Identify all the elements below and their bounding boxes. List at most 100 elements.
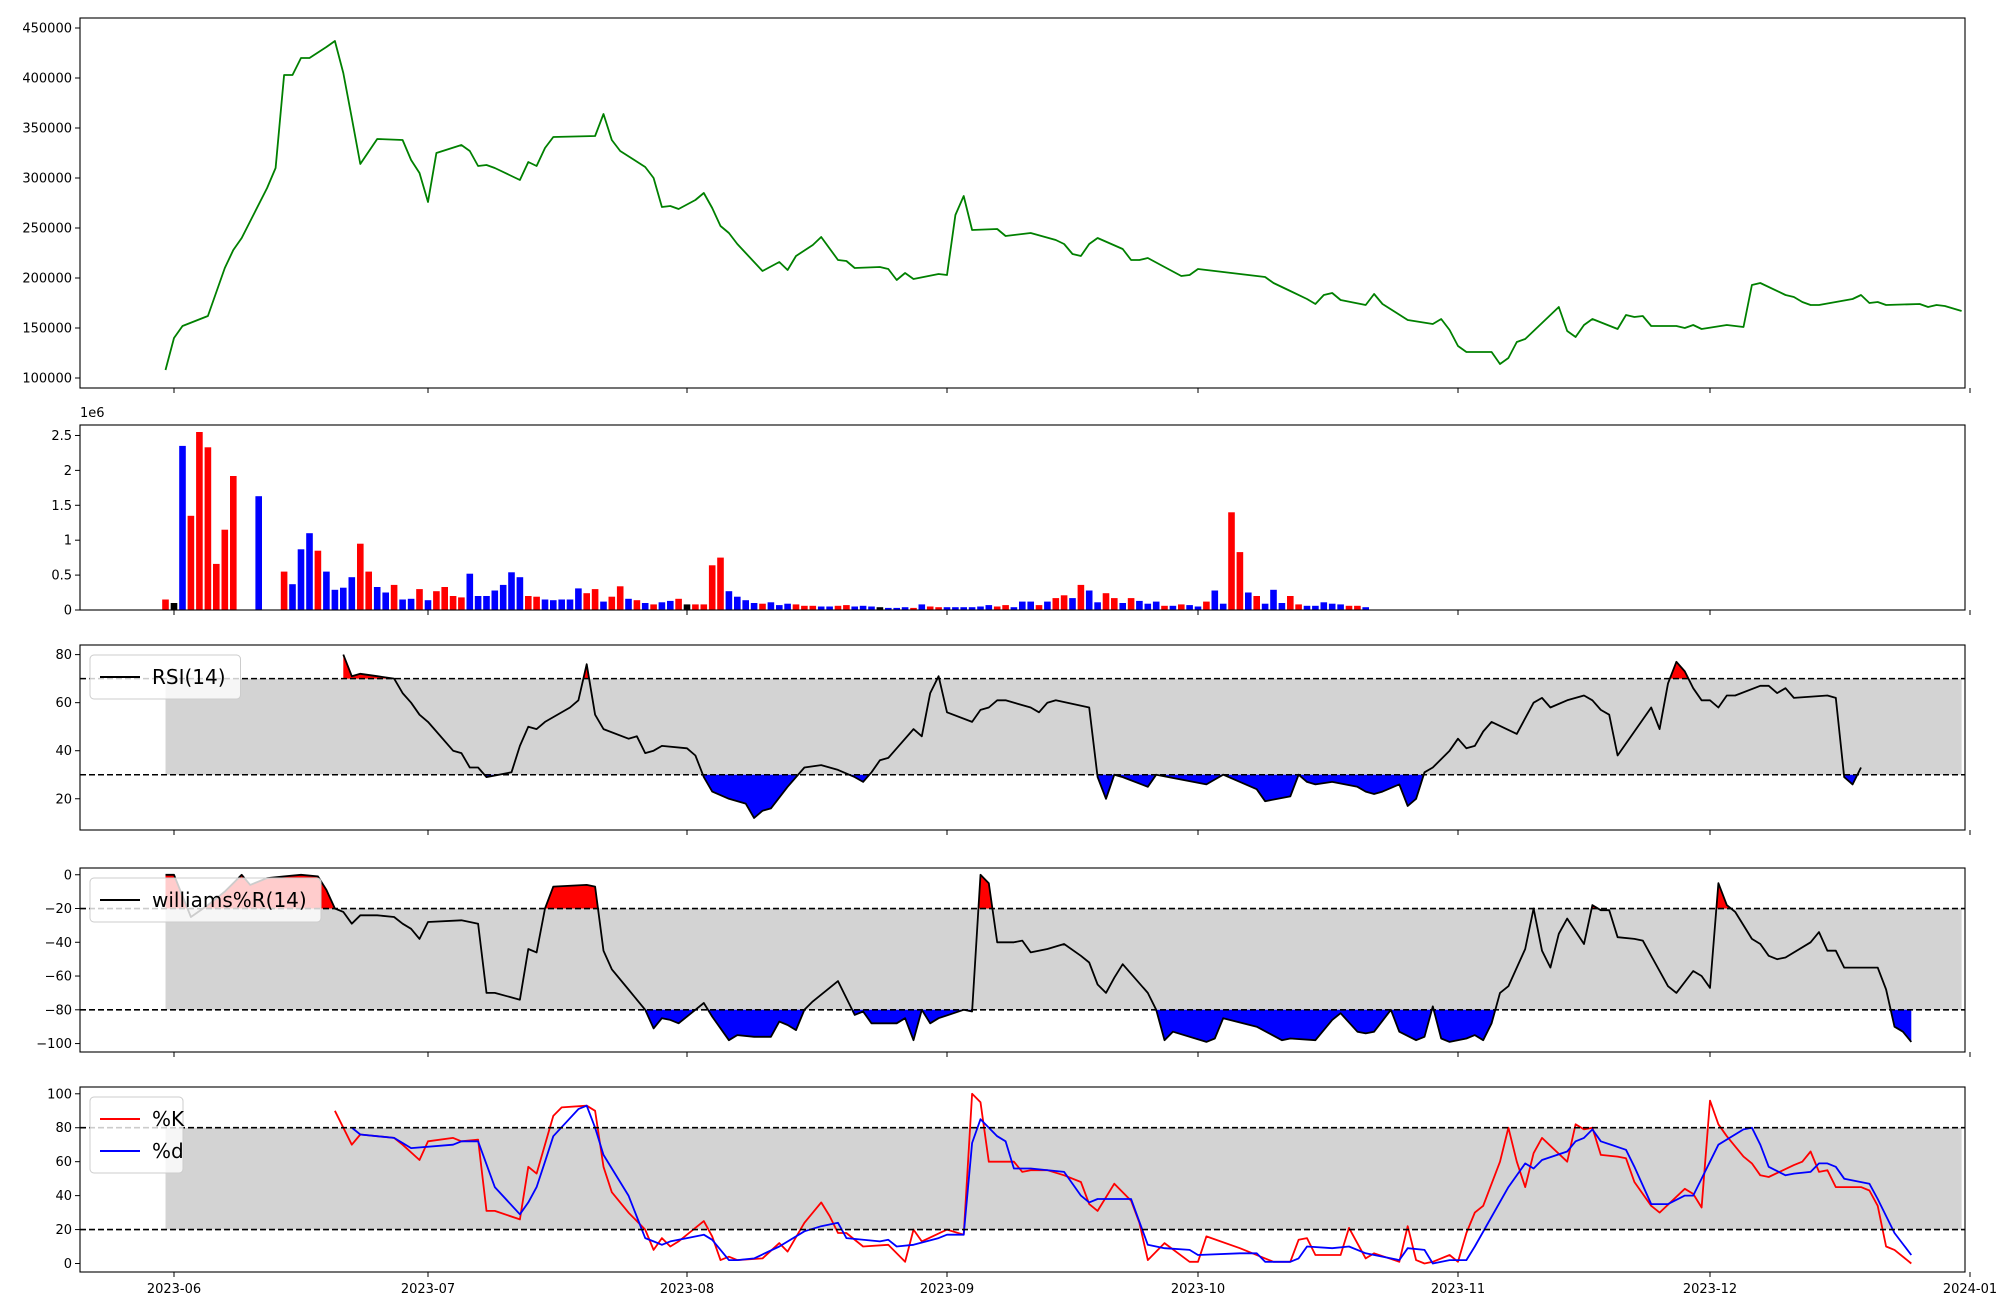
volume-bar: [289, 584, 296, 610]
volume-bar: [162, 599, 169, 610]
legend-label: RSI(14): [152, 665, 226, 689]
y-tick-label: 60: [55, 696, 72, 711]
volume-bar: [433, 591, 440, 610]
y-tick-label: 250000: [22, 222, 72, 237]
volume-bar: [1002, 605, 1009, 610]
oversold-fill: [1890, 1009, 1912, 1042]
volume-bar: [1119, 603, 1126, 610]
x-tick-label: 2023-11: [1431, 1282, 1485, 1297]
volume-bar: [306, 533, 313, 610]
volume-bar: [583, 593, 590, 610]
y-tick-label: 20: [55, 1223, 72, 1238]
volume-bar: [407, 598, 415, 610]
volume-bar: [179, 445, 186, 610]
band-shading: [165, 1127, 1962, 1230]
volume-bar: [776, 605, 783, 610]
legend-label: %K: [152, 1107, 185, 1131]
volume-bar: [558, 599, 565, 610]
volume-bar: [1219, 603, 1227, 610]
y-tick-label: 100: [47, 1087, 72, 1102]
volume-bar: [491, 590, 499, 610]
y-tick-label: 20: [55, 792, 72, 807]
volume-bar: [1077, 584, 1085, 610]
x-tick-label: 2023-08: [660, 1282, 714, 1297]
volume-bar: [1161, 605, 1168, 610]
volume-bar: [1111, 598, 1118, 610]
axes-frame: [79, 867, 1966, 1053]
volume-bar: [750, 603, 758, 610]
volume-bar: [675, 598, 682, 610]
series-line: [351, 1104, 1913, 1265]
volume-bar: [993, 606, 1001, 610]
volume-bar: [508, 572, 515, 610]
volume-bar: [1261, 603, 1269, 610]
volume-bar: [692, 604, 699, 610]
legend-box: [89, 877, 322, 923]
panel-3: 20 40 60 80 RSI(14): [55, 644, 1971, 835]
volume-bar: [458, 597, 465, 610]
volume-bar: [1287, 596, 1294, 610]
series-line: [165, 873, 1912, 1043]
volume-bar: [230, 476, 237, 610]
volume-bar: [591, 589, 599, 610]
volume-bar: [373, 587, 381, 610]
x-tick-label: 2023-12: [1683, 1282, 1737, 1297]
volume-bar: [658, 602, 666, 610]
y-tick-label: 200000: [22, 272, 72, 287]
volume-bar: [935, 607, 942, 610]
volume-bar: [255, 496, 262, 610]
volume-bar: [541, 599, 549, 610]
volume-bar: [441, 587, 448, 610]
x-tick-label: 2023-09: [920, 1282, 974, 1297]
volume-bar: [968, 607, 976, 610]
volume-bar: [1345, 605, 1353, 610]
volume-bar: [784, 603, 791, 610]
volume-bar: [868, 606, 875, 610]
overbought-fill: [343, 654, 395, 679]
volume-bar: [1169, 605, 1177, 610]
volume-bar: [1211, 590, 1219, 610]
legend-box: [89, 654, 241, 700]
volume-bar: [918, 604, 926, 610]
x-tick-label: 2023-07: [401, 1282, 455, 1297]
y-tick-label: −60: [45, 970, 72, 985]
volume-bar: [280, 571, 288, 610]
volume-bar: [667, 600, 674, 610]
y-tick-label: 60: [55, 1155, 72, 1170]
volume-bar: [683, 604, 691, 610]
panel-2: 0 0.5 1 1.5 2 2.5 1e6: [51, 406, 1971, 619]
y-tick-label: 100000: [22, 372, 72, 387]
volume-bar: [801, 605, 808, 610]
y-tick-label: 0.5: [51, 569, 72, 584]
volume-bar: [1035, 605, 1043, 610]
volume-bar: [1203, 601, 1210, 610]
volume-bar: [859, 605, 867, 610]
volume-bar: [1019, 601, 1026, 610]
volume-bar: [1245, 592, 1252, 610]
x-tick-label: 2023-06: [147, 1282, 201, 1297]
volume-bar: [1228, 512, 1235, 610]
x-tick-label: 2023-10: [1171, 1282, 1225, 1297]
volume-bar: [550, 600, 557, 610]
volume-bar: [717, 557, 724, 610]
volume-bar: [204, 447, 212, 610]
volume-bar: [1127, 598, 1135, 610]
volume-bar: [734, 596, 741, 610]
volume-bar: [650, 604, 657, 610]
y-tick-label: 0: [64, 1257, 72, 1272]
volume-bar: [1178, 604, 1185, 610]
volume-bar: [1270, 589, 1277, 610]
volume-bar: [213, 563, 220, 610]
volume-bar: [826, 606, 833, 610]
volume-bar: [792, 604, 800, 610]
volume-bar: [1010, 607, 1018, 610]
volume-bar: [1152, 601, 1160, 610]
oversold-fill: [708, 1009, 805, 1041]
plot-area: [80, 1092, 1965, 1265]
volume-bar: [314, 550, 322, 610]
oversold-fill: [702, 774, 799, 818]
axes-frame: [79, 1086, 1966, 1273]
volume-bar: [700, 604, 708, 610]
y-tick-label: 150000: [22, 322, 72, 337]
